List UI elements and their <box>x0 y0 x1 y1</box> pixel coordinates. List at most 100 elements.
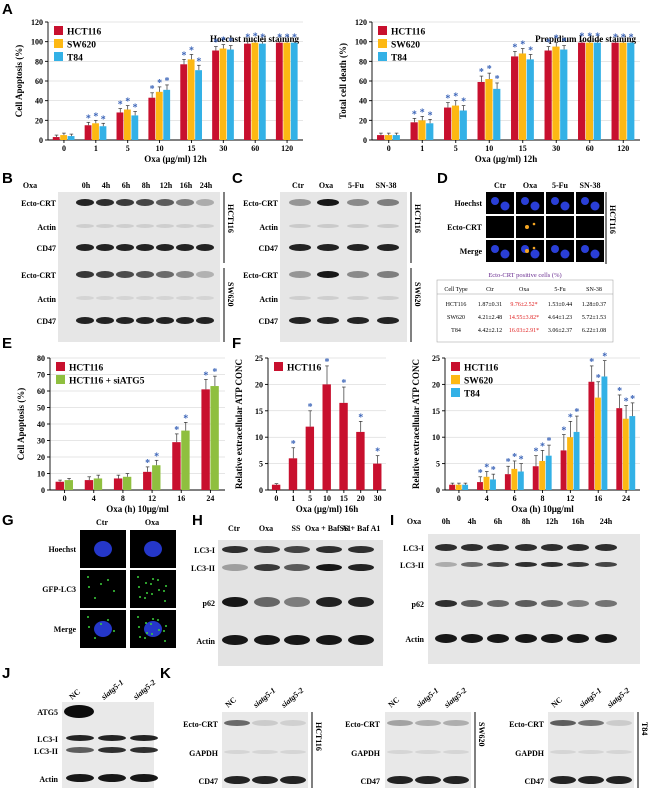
micrograph <box>576 216 604 238</box>
row-label: Actin <box>196 637 215 646</box>
blot-band <box>461 600 483 607</box>
significance-star: * <box>534 447 539 458</box>
blot-band <box>96 271 114 278</box>
bar <box>377 135 385 140</box>
blot-band <box>461 634 483 643</box>
blot-c: Ctr Oxa 5-Fu SN-38 Ecto-CRT Actin CD47 Ecto-CRT… <box>243 181 422 342</box>
significance-star: * <box>445 94 450 105</box>
table-cell: HCT116 <box>446 302 467 308</box>
significance-star: * <box>540 441 545 452</box>
y-tick-label: 15 <box>432 407 440 416</box>
bar <box>483 476 490 490</box>
blot-band <box>280 750 306 754</box>
legend-swatch <box>54 52 63 61</box>
micrograph <box>80 570 126 608</box>
y-tick-label: 0 <box>39 136 43 145</box>
blot-band <box>377 199 399 206</box>
bar <box>449 484 456 490</box>
blot-band <box>96 296 114 300</box>
micrograph <box>486 192 514 214</box>
lc3-puncta <box>113 630 115 632</box>
bar <box>195 70 202 140</box>
row-label: CD47 <box>36 317 56 326</box>
lane-label: SS + Baf A1 <box>340 524 381 533</box>
blot-band <box>515 634 537 643</box>
x-tick-label: 30 <box>374 494 382 503</box>
lane-label: siatg5-2 <box>279 686 306 710</box>
lane-label: Oxa <box>23 181 37 190</box>
row-label: Ecto-CRT <box>509 720 544 729</box>
blot-band <box>64 705 94 718</box>
significance-star: * <box>624 397 629 408</box>
row-label: Ecto-CRT <box>21 271 56 280</box>
blot-band <box>387 750 413 754</box>
panel-label-c: C <box>232 170 243 187</box>
lane-label: Ctr <box>96 518 108 527</box>
bar <box>67 136 75 140</box>
significance-star: * <box>596 373 601 384</box>
legend-swatch <box>451 362 460 371</box>
significance-star: * <box>587 32 592 43</box>
blot-band <box>196 224 214 228</box>
lc3-puncta <box>164 640 166 642</box>
significance-star: * <box>291 439 296 450</box>
significance-star: * <box>260 33 265 44</box>
blot-band <box>317 317 339 324</box>
x-tick-label: 15 <box>340 494 348 503</box>
blot-band <box>387 776 413 784</box>
blot-band <box>487 634 509 643</box>
bar <box>504 474 511 490</box>
significance-star: * <box>86 113 91 124</box>
table-cell: 6.22±1.08 <box>582 328 606 334</box>
lc3-puncta <box>139 596 141 598</box>
table-cell: 16.03±2.91* <box>509 328 539 334</box>
blot-band <box>317 224 339 228</box>
blot-band <box>515 600 537 607</box>
blot-band <box>443 776 469 784</box>
lane-label: 4h <box>102 181 111 190</box>
blot-band <box>96 224 114 228</box>
lc3-puncta <box>163 590 165 592</box>
y-tick-label: 60 <box>35 77 43 86</box>
y-tick-label: 40 <box>359 97 367 106</box>
x-tick-label: 120 <box>617 144 629 153</box>
x-tick-label: 5 <box>454 144 458 153</box>
lc3-puncta <box>94 637 96 639</box>
blot-band <box>156 224 174 228</box>
y-tick-label: 20 <box>35 116 43 125</box>
bar <box>462 484 469 490</box>
y-tick-label: 40 <box>35 97 43 106</box>
x-axis-label: Oxa (h) 10μg/ml <box>106 504 169 514</box>
blot-band <box>461 562 483 567</box>
lane-label: SN-38 <box>580 181 601 190</box>
blot-band <box>348 564 374 571</box>
blot-band <box>136 317 154 324</box>
significance-star: * <box>253 32 258 43</box>
y-tick-label: 15 <box>255 407 263 416</box>
blot-band <box>347 317 369 324</box>
y-tick-label: 100 <box>31 38 43 47</box>
lc3-puncta <box>94 597 96 599</box>
y-tick-label: 80 <box>35 57 43 66</box>
legend-label: SW620 <box>391 41 420 51</box>
lane-label: NC <box>68 687 83 701</box>
blot-band <box>222 564 248 571</box>
x-tick-label: 16 <box>594 494 602 503</box>
lc3-puncta <box>138 626 140 628</box>
bar <box>560 450 567 490</box>
nucleus <box>581 197 589 205</box>
lc3-puncta <box>137 576 139 578</box>
lane-label: 5-Fu <box>348 181 365 190</box>
x-tick-label: 16 <box>177 494 185 503</box>
blot-band <box>116 317 134 324</box>
crt-signal <box>532 222 536 226</box>
bar <box>143 471 152 490</box>
y-tick-label: 25 <box>255 354 263 363</box>
x-tick-label: 30 <box>219 144 227 153</box>
row-label: p62 <box>412 600 424 609</box>
y-tick-label: 10 <box>432 433 440 442</box>
blot-band <box>606 776 632 784</box>
y-tick-label: 20 <box>37 453 45 462</box>
row-label: CD47 <box>36 244 56 253</box>
